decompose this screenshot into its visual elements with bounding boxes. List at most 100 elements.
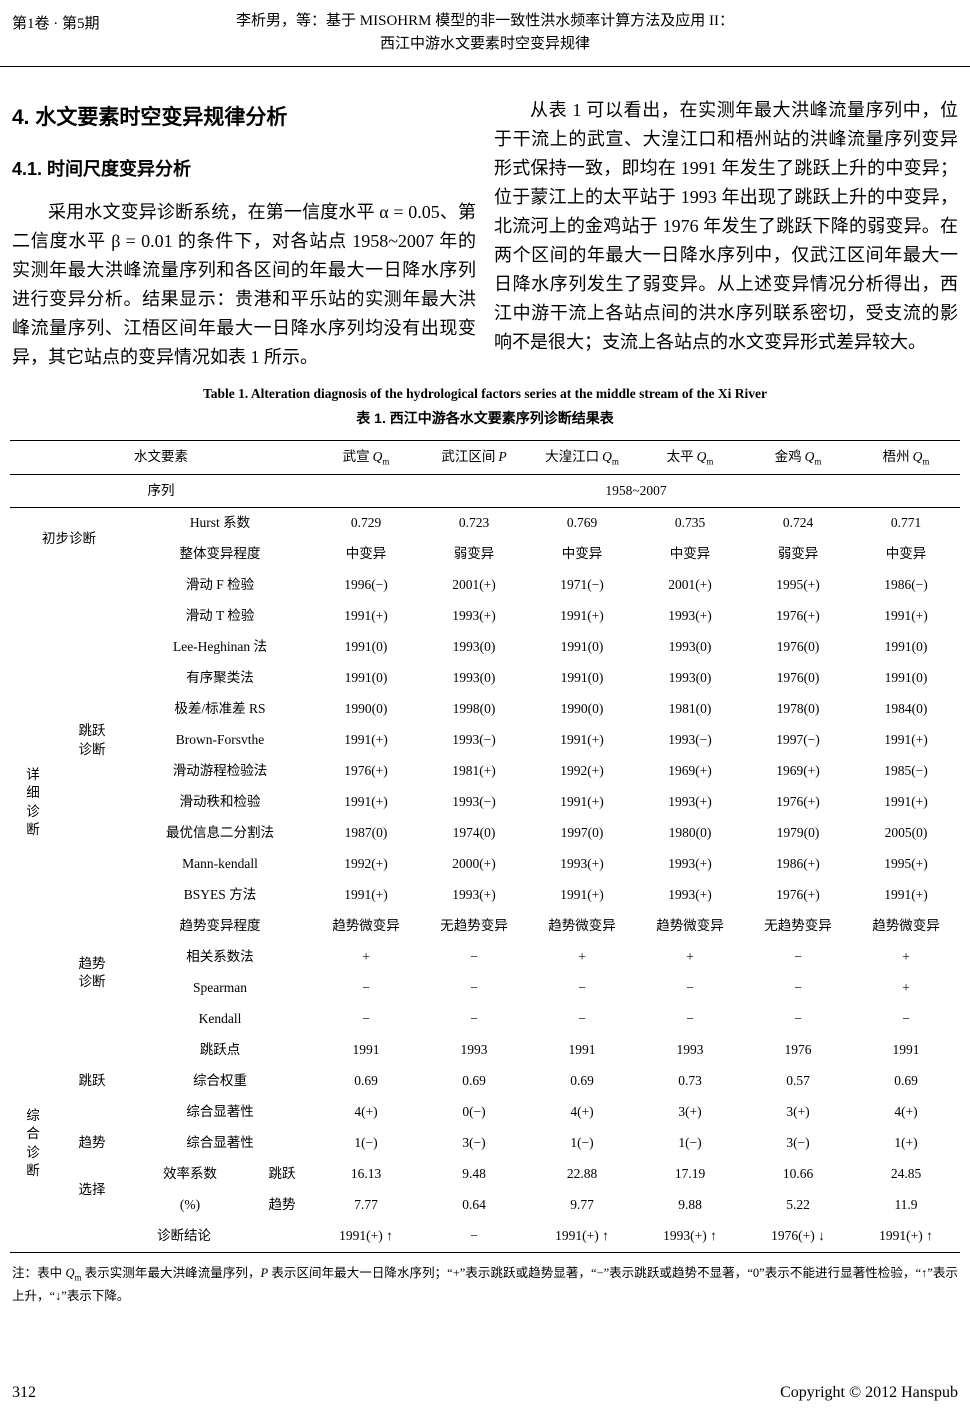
cell-value: 2001(+) xyxy=(668,577,712,593)
cell-value: 1971(−) xyxy=(560,577,604,593)
cell-value: + xyxy=(362,949,370,965)
cell-value: 1993 xyxy=(460,1042,488,1058)
cell-value: 1991(+) xyxy=(560,794,604,810)
table-row: 滑动秩和检验 1991(+) 1993(−) 1991(+) 1993(+) 1976(+… xyxy=(10,787,960,818)
station-name: 大湟江口 xyxy=(545,448,600,464)
cell-value: 中变异 xyxy=(669,546,711,562)
table-caption-en: Table 1. Alteration diagnosis of the hyd… xyxy=(202,386,768,401)
cell-value: 1991(+) xyxy=(560,887,604,903)
cell-value: 1991(+) xyxy=(344,608,388,624)
cell-value: 1985(−) xyxy=(884,763,928,779)
table-row: 综合显著性 4(+) 0(−) 4(+) 3(+) 3(+) 4(+) xyxy=(10,1097,960,1128)
row-method-label: BSYES 方法 xyxy=(183,887,257,903)
cell-value: 1991(0) xyxy=(344,670,388,686)
table-header-row: 水文要素 武宣 Qm 武江区间 P 大湟江口 Qm 太平 Qm 金鸡 Qm 梧州 Qm xyxy=(10,440,960,475)
cell-value: 1(−) xyxy=(570,1135,594,1151)
cell-value: 3(+) xyxy=(786,1104,810,1120)
row-method-label: 综合显著性 xyxy=(186,1104,254,1120)
table-row: Spearman − − − − − + xyxy=(10,973,960,1004)
row-method-label: (%) xyxy=(179,1197,201,1213)
row-method-label: Brown-Forsvthe xyxy=(175,732,265,748)
running-title: 李析男，等：基于 MISOHRM 模型的非一致性洪水频率计算方法及应用 II： … xyxy=(10,10,960,56)
cell-value: − xyxy=(470,1011,478,1027)
cell-value: 1976 xyxy=(784,1042,812,1058)
cell-value: 1993(0) xyxy=(668,639,712,655)
cell-value: 22.88 xyxy=(566,1166,598,1182)
cell-value: 11.9 xyxy=(894,1197,918,1213)
table-row: Kendall − − − − − − xyxy=(10,1004,960,1035)
cell-value: 趋势微变异 xyxy=(656,918,724,934)
cell-value: 1993(+) xyxy=(452,887,496,903)
row-group-label: 跳跃 诊断 xyxy=(78,723,106,757)
cell-value: 中变异 xyxy=(345,546,387,562)
cell-value: 0.769 xyxy=(566,515,598,531)
cell-value: 1969(+) xyxy=(776,763,820,779)
cell-value: 1993(0) xyxy=(668,670,712,686)
table-row: 诊断结论 1991(+) ↑ − 1991(+) ↑ 1993(+) ↑ 1976(+) … xyxy=(10,1221,960,1253)
note-text: 表示区间年最大一日降水序列；“+”表示跳跃或趋势显著，“−”表示跳跃或趋势不显著… xyxy=(12,1266,958,1304)
page-number: 312 xyxy=(12,1384,36,1401)
station-name: 梧州 xyxy=(882,448,910,464)
station-variable-subscript: m xyxy=(611,456,619,467)
cell-value: 1978(0) xyxy=(776,701,820,717)
note-variable-q-subscript: m xyxy=(74,1272,82,1283)
cell-value: 1991 xyxy=(568,1042,596,1058)
page-header: 第1卷 · 第5期 李析男，等：基于 MISOHRM 模型的非一致性洪水频率计算… xyxy=(0,0,970,60)
cell-value: 趋势微变异 xyxy=(332,918,400,934)
running-title-line2: 西江中游水文要素时空变异规律 xyxy=(379,36,590,52)
cell-value: 1980(0) xyxy=(668,825,712,841)
table-row: (%) 趋势 7.77 0.64 9.77 9.88 5.22 11.9 xyxy=(10,1190,960,1221)
row-method-label: 综合显著性 xyxy=(186,1135,254,1151)
cell-value: 9.88 xyxy=(678,1197,702,1213)
station-name: 太平 xyxy=(666,448,694,464)
row-method-label: 滑动 F 检验 xyxy=(185,577,255,593)
copyright: Copyright © 2012 Hanspub xyxy=(780,1384,958,1401)
table-row: 初步诊断 Hurst 系数 0.729 0.723 0.769 0.735 0.724 0.7… xyxy=(10,508,960,546)
cell-value: 1991(0) xyxy=(884,639,928,655)
cell-value: 1995(+) xyxy=(776,577,820,593)
station-variable-subscript: m xyxy=(382,456,390,467)
cell-value: 16.13 xyxy=(350,1166,382,1182)
row-method-label: 整体变异程度 xyxy=(179,546,261,562)
cell-value: 0(−) xyxy=(462,1104,486,1120)
table-row: 最优信息二分割法 1987(0) 1974(0) 1997(0) 1980(0) 1979… xyxy=(10,818,960,849)
station-variable: Q xyxy=(912,448,923,464)
row-group-label: 选择 xyxy=(78,1181,106,1197)
table-body: 初步诊断 Hurst 系数 0.729 0.723 0.769 0.735 0.724 0.7… xyxy=(10,508,960,1253)
table-row: Brown-Forsvthe 1991(+) 1993(−) 1991(+) 1993(… xyxy=(10,725,960,756)
cell-value: + xyxy=(902,980,910,996)
cell-value: 1986(+) xyxy=(776,856,820,872)
cell-value: + xyxy=(902,949,910,965)
row-method-label: 诊断结论 xyxy=(157,1228,211,1244)
table-row: 滑动 T 检验 1991(+) 1993(+) 1991(+) 1993(+) 1976(… xyxy=(10,601,960,632)
table-series-row: 序列 1958~2007 xyxy=(10,474,960,508)
row-method-label: 效率系数 xyxy=(163,1166,217,1182)
table-row: 选择 效率系数 跳跃 16.13 9.48 22.88 17.19 10.66 24.85 xyxy=(10,1159,960,1197)
row-method-label: Lee-Heghinan 法 xyxy=(172,639,268,655)
row-method-label: 趋势变异程度 xyxy=(179,918,261,934)
cell-value: 1993(0) xyxy=(452,639,496,655)
station-name: 武宣 xyxy=(342,448,370,464)
cell-value: 1993(−) xyxy=(452,794,496,810)
cell-value: 2005(0) xyxy=(884,825,928,841)
row-group-label: 跳跃 xyxy=(78,1073,106,1089)
row-method-label: Mann-kendall xyxy=(182,856,258,872)
cell-value: + xyxy=(578,949,586,965)
cell-value: 0.69 xyxy=(570,1073,594,1089)
table-row: 综合权重 0.69 0.69 0.69 0.73 0.57 0.69 xyxy=(10,1066,960,1097)
cell-value: 1991(+) xyxy=(884,608,928,624)
row-method-label: 跳跃 xyxy=(268,1166,296,1182)
cell-value: 0.73 xyxy=(678,1073,702,1089)
cell-value: 0.723 xyxy=(458,515,490,531)
cell-value: − xyxy=(470,980,478,996)
cell-value: 4(+) xyxy=(894,1104,918,1120)
col-header-taiping: 太平 Qm xyxy=(636,440,744,475)
row-group-label: 初步诊断 xyxy=(42,530,96,546)
col-header-wujiang: 武江区间 P xyxy=(420,440,528,475)
table-row: 详 细 诊 断 跳跃 诊断 滑动 F 检验 1996(−) 2001(+) 1971(−)… xyxy=(10,570,960,836)
cell-value: 1993(0) xyxy=(452,670,496,686)
cell-value: 1993(+) xyxy=(668,856,712,872)
cell-value: 1990(0) xyxy=(344,701,388,717)
row-method-label: Spearman xyxy=(193,980,247,996)
cell-value: 1992(+) xyxy=(560,763,604,779)
